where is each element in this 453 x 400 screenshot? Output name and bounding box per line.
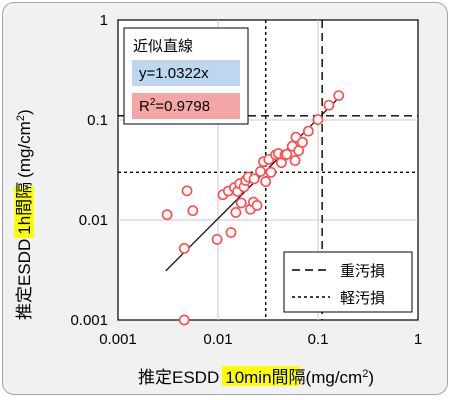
y-axis-label-unit: (mg/cm: [15, 121, 34, 178]
r2-badge: [132, 93, 240, 119]
legend-light-label: 軽汚損: [340, 290, 385, 307]
data-point-7: [225, 227, 237, 238]
data-point-12: [235, 197, 247, 209]
data-point-18: [248, 173, 260, 185]
data-point-35: [303, 125, 314, 137]
tick-labels: 0.001 0.01 0.1 1 0.001 0.01 0.1 1: [70, 12, 422, 348]
data-point-1: [178, 242, 190, 254]
y-axis-highlight: [14, 186, 34, 238]
data-point-24: [265, 166, 277, 178]
data-point-2: [181, 185, 193, 197]
annotation-box: 近似直線 y=1.0322x R2=0.9798: [123, 27, 249, 125]
data-point-36: [312, 114, 324, 126]
data-point-29: [281, 148, 293, 160]
equation-badge: [132, 60, 240, 86]
x-axis-highlight: [222, 366, 300, 386]
data-point-37: [323, 99, 335, 111]
x-axis-title: 推定ESDD 10min間隔(mg/cm2): [138, 366, 374, 387]
equation-text: y=1.0322x: [139, 65, 209, 82]
y-axis-label-prefix: 推定ESDD: [15, 239, 34, 320]
x-tick-label-1: 0.01: [203, 331, 232, 348]
data-point-19: [251, 199, 263, 211]
y-axis-title: 推定ESDD1h間隔(mg/cm2): [14, 109, 34, 320]
data-point-22: [260, 176, 272, 188]
data-points: [161, 90, 345, 326]
y-axis-label-highlight: 1h間隔: [15, 182, 34, 235]
x-tick-label-0: 0.001: [99, 331, 137, 348]
legend-heavy-label: 重汚損: [340, 263, 385, 280]
data-point-38: [333, 90, 345, 101]
data-point-0: [161, 209, 173, 221]
x-axis-label-prefix: 推定ESDD: [138, 368, 219, 387]
svg-text:推定ESDD1h間隔(mg/cm2): 推定ESDD1h間隔(mg/cm2): [15, 109, 34, 320]
data-point-4: [211, 233, 223, 245]
y-tick-label-0: 0.001: [70, 312, 108, 329]
data-point-9: [230, 207, 242, 218]
y-tick-label-1: 0.01: [79, 212, 108, 229]
y-tick-label-2: 0.1: [87, 112, 108, 129]
x-axis-label-highlight: 10min間隔: [225, 368, 305, 387]
legend: 重汚損 軽汚損: [283, 251, 413, 313]
x-tick-label-3: 1: [414, 331, 422, 348]
x-axis-label-unit: (mg/cm: [306, 368, 363, 387]
r2-text: R2=0.9798: [139, 97, 210, 115]
data-point-3: [187, 205, 199, 217]
x-tick-label-2: 0.1: [308, 331, 329, 348]
data-point-39: [178, 314, 190, 326]
data-point-20: [255, 166, 266, 177]
data-point-34: [297, 136, 308, 148]
annotation-title: 近似直線: [133, 38, 193, 55]
data-point-31: [289, 155, 301, 166]
y-tick-label-3: 1: [100, 12, 108, 29]
